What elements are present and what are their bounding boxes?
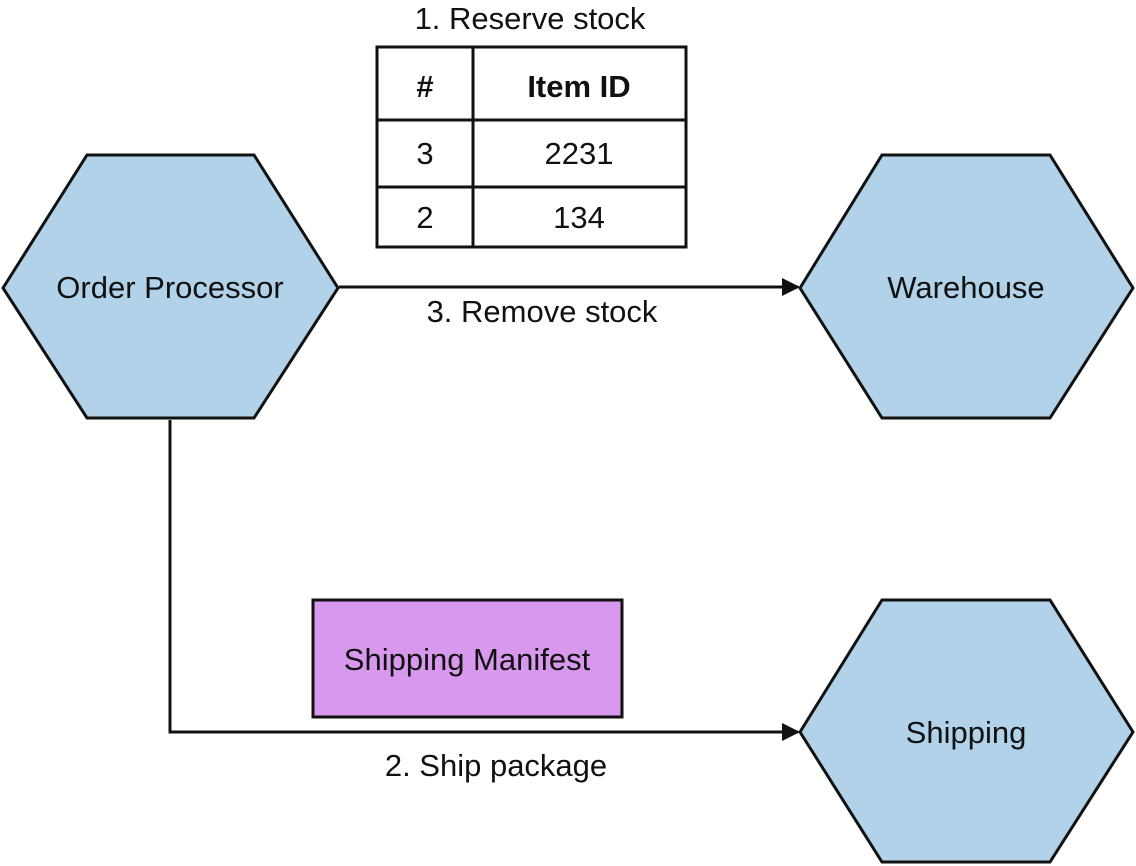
table-cell: 2 [416, 200, 433, 235]
ship-package-edge: 2. Ship package [168, 420, 800, 783]
warehouse-label: Warehouse [887, 270, 1044, 305]
order-processor-label: Order Processor [56, 270, 283, 305]
shipping-hexagon [798, 598, 1135, 864]
remove-stock-edge: 3. Remove stock [339, 278, 800, 329]
shipping-manifest-label: Shipping Manifest [344, 642, 591, 677]
table-header-number: # [416, 69, 433, 104]
order-processor-node: Order Processor [1, 153, 340, 420]
table-cell: 2231 [545, 136, 614, 171]
ship-package-arrow [168, 420, 800, 741]
warehouse-node: Warehouse [798, 153, 1135, 420]
table-cell: 134 [553, 200, 605, 235]
table-cell: 3 [416, 136, 433, 171]
shipping-manifest: Shipping Manifest [311, 598, 624, 719]
shipping-label: Shipping [906, 715, 1027, 750]
reserve-stock-table: # Item ID 3 2231 2 134 [375, 45, 688, 249]
shipping-node: Shipping [798, 598, 1135, 864]
shipping-manifest-box [311, 598, 624, 719]
table-header-item-id: Item ID [527, 69, 630, 104]
ship-package-label: 2. Ship package [385, 748, 607, 783]
warehouse-hexagon [798, 153, 1135, 420]
table-border [375, 45, 688, 249]
remove-stock-label: 3. Remove stock [427, 294, 658, 329]
order-processor-hexagon [1, 153, 340, 420]
reserve-stock-label: 1. Reserve stock [415, 1, 646, 36]
